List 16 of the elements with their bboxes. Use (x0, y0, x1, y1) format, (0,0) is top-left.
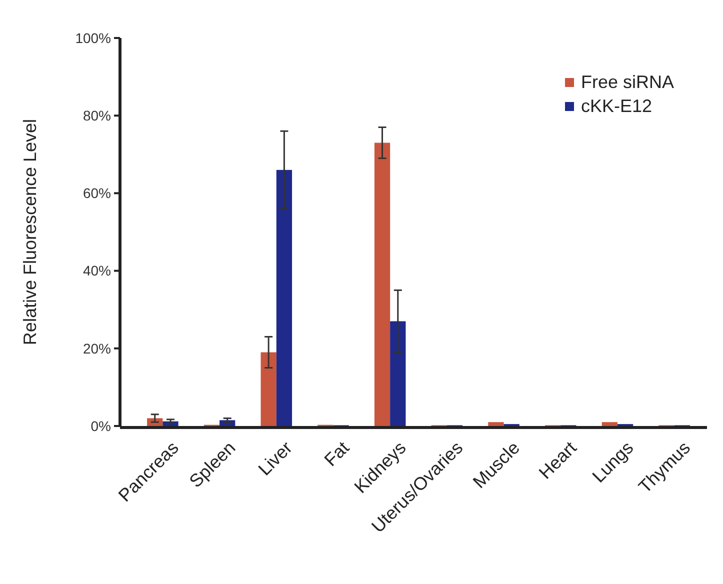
y-axis-title: Relative Fluorescence Level (20, 118, 40, 346)
legend-label: cKK-E12 (581, 96, 652, 116)
y-tick-label: 20% (82, 340, 111, 356)
bar (276, 170, 292, 426)
x-tick-label: Fat (320, 438, 353, 470)
y-tick-label: 80% (82, 108, 111, 124)
bar (374, 142, 390, 426)
y-tick-label: 100% (75, 30, 111, 46)
legend-label: Free siRNA (581, 72, 674, 92)
bar (488, 422, 504, 426)
y-tick-label: 0% (90, 418, 111, 434)
bar (602, 422, 618, 426)
bar (260, 352, 276, 426)
y-tick-label: 60% (82, 185, 111, 202)
bar (390, 321, 406, 426)
y-tick-label: 40% (82, 262, 111, 279)
